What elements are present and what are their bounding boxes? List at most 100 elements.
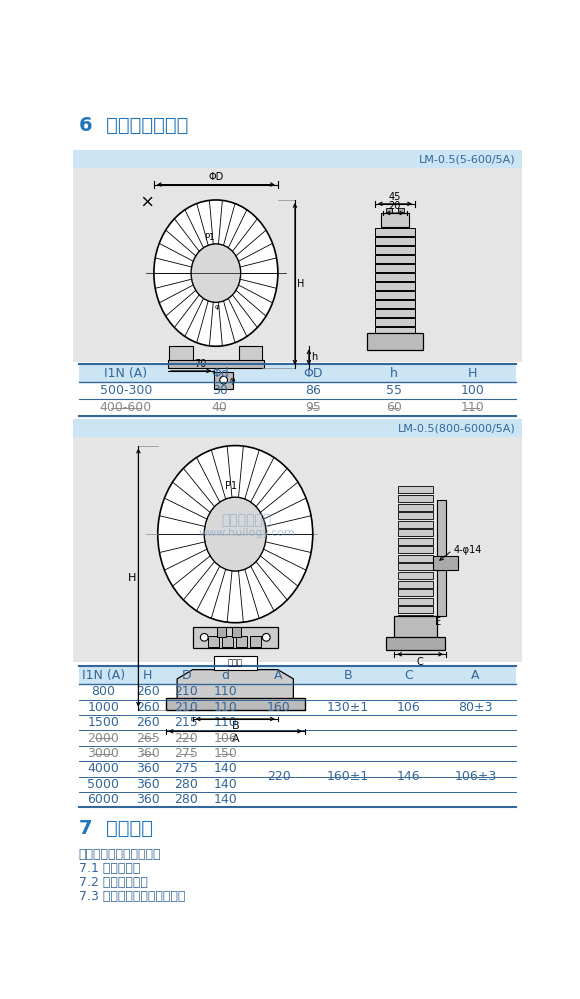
Text: 160: 160 bbox=[267, 701, 291, 714]
Text: 275: 275 bbox=[175, 747, 198, 760]
Text: 1000: 1000 bbox=[88, 701, 119, 714]
Ellipse shape bbox=[158, 446, 313, 622]
Text: 275: 275 bbox=[175, 762, 198, 775]
Bar bbox=[375, 256, 415, 263]
Bar bbox=[398, 631, 433, 638]
Bar bbox=[398, 580, 433, 587]
Text: 86: 86 bbox=[305, 385, 321, 398]
Text: C: C bbox=[416, 656, 423, 666]
Bar bbox=[193, 626, 278, 648]
Text: 110: 110 bbox=[213, 701, 237, 714]
Text: 160±1: 160±1 bbox=[327, 770, 369, 783]
Bar bbox=[398, 512, 433, 519]
Bar bbox=[437, 500, 446, 615]
Text: 7  订货须知: 7 订货须知 bbox=[79, 819, 153, 838]
Bar bbox=[236, 635, 247, 646]
Text: 4000: 4000 bbox=[88, 762, 119, 775]
Text: H: H bbox=[297, 279, 304, 289]
Text: 20: 20 bbox=[389, 201, 401, 211]
Text: 100: 100 bbox=[461, 385, 484, 398]
Text: I1N (A): I1N (A) bbox=[82, 668, 125, 681]
Bar bbox=[375, 265, 415, 272]
Bar bbox=[375, 292, 415, 299]
Bar bbox=[375, 310, 415, 317]
Text: Φd: Φd bbox=[211, 367, 229, 380]
Polygon shape bbox=[177, 669, 293, 699]
Bar bbox=[375, 238, 415, 245]
Text: 140: 140 bbox=[213, 762, 237, 775]
Bar bbox=[398, 495, 433, 501]
Text: D: D bbox=[182, 668, 191, 681]
Text: 500-300: 500-300 bbox=[100, 385, 152, 398]
Ellipse shape bbox=[191, 244, 241, 303]
Bar bbox=[250, 635, 261, 646]
Bar bbox=[386, 636, 444, 650]
Bar bbox=[398, 623, 433, 630]
Text: h: h bbox=[311, 352, 317, 362]
Text: LM-0.5(5-600/5A): LM-0.5(5-600/5A) bbox=[419, 155, 516, 165]
Bar bbox=[398, 537, 433, 544]
Text: 210: 210 bbox=[175, 685, 198, 698]
Text: 智牛牌: 智牛牌 bbox=[228, 658, 243, 667]
Text: 106: 106 bbox=[397, 701, 420, 714]
Bar bbox=[222, 635, 233, 646]
Text: E: E bbox=[435, 617, 441, 627]
Bar bbox=[72, 150, 522, 169]
Bar bbox=[72, 419, 522, 438]
Bar bbox=[215, 372, 233, 389]
Text: 55: 55 bbox=[386, 385, 402, 398]
Bar bbox=[79, 364, 516, 383]
Text: H: H bbox=[467, 367, 477, 380]
Bar bbox=[398, 597, 433, 604]
Text: 110: 110 bbox=[461, 402, 484, 415]
Text: 260: 260 bbox=[136, 716, 160, 729]
Circle shape bbox=[200, 633, 208, 641]
Bar bbox=[398, 614, 433, 621]
Bar bbox=[375, 319, 415, 326]
Ellipse shape bbox=[154, 200, 278, 347]
Bar bbox=[217, 627, 226, 636]
Bar bbox=[398, 554, 433, 561]
Text: 60: 60 bbox=[386, 402, 402, 415]
Text: 360: 360 bbox=[136, 778, 160, 791]
Text: 265: 265 bbox=[136, 731, 160, 744]
Text: 140: 140 bbox=[213, 793, 237, 806]
Text: 220: 220 bbox=[267, 770, 291, 783]
Text: 400-600: 400-600 bbox=[100, 402, 152, 415]
Text: 3000: 3000 bbox=[88, 747, 119, 760]
Bar bbox=[398, 487, 433, 494]
Bar bbox=[168, 360, 264, 368]
Text: 280: 280 bbox=[175, 778, 198, 791]
Text: 45: 45 bbox=[389, 192, 401, 202]
Text: φ: φ bbox=[230, 376, 235, 385]
Bar bbox=[375, 274, 415, 281]
Text: 1500: 1500 bbox=[88, 716, 119, 729]
Text: 30: 30 bbox=[212, 385, 228, 398]
Circle shape bbox=[262, 633, 270, 641]
Bar bbox=[398, 520, 433, 527]
Text: I1N (A): I1N (A) bbox=[104, 367, 147, 380]
Text: H: H bbox=[143, 668, 153, 681]
Text: 106±3: 106±3 bbox=[454, 770, 496, 783]
Bar bbox=[375, 301, 415, 308]
Bar bbox=[398, 209, 404, 213]
Bar bbox=[79, 665, 516, 684]
Text: 360: 360 bbox=[136, 793, 160, 806]
Text: B: B bbox=[343, 668, 352, 681]
Text: A: A bbox=[231, 733, 239, 743]
Text: 40: 40 bbox=[212, 402, 228, 415]
Text: 360: 360 bbox=[136, 762, 160, 775]
Text: 210: 210 bbox=[175, 701, 198, 714]
Text: 260: 260 bbox=[136, 701, 160, 714]
Text: 360: 360 bbox=[136, 747, 160, 760]
Text: LM-0.5(800-6000/5A): LM-0.5(800-6000/5A) bbox=[398, 424, 516, 434]
Bar bbox=[232, 627, 241, 636]
Text: φ: φ bbox=[215, 304, 220, 310]
Bar bbox=[165, 698, 305, 709]
Bar bbox=[433, 555, 458, 569]
Text: 70: 70 bbox=[194, 360, 206, 370]
Bar bbox=[398, 529, 433, 536]
Text: ΦD: ΦD bbox=[208, 172, 223, 182]
Bar bbox=[398, 563, 433, 570]
Bar bbox=[72, 438, 522, 662]
